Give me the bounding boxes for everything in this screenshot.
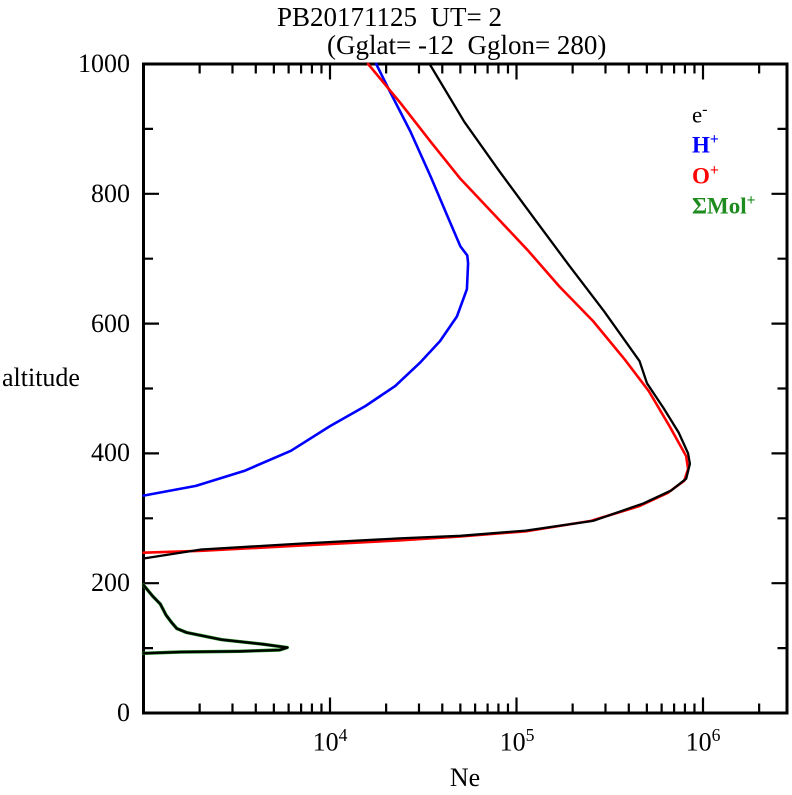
x-tick-label-1e6: 106 xyxy=(685,725,721,757)
x-tick-label-1e4: 104 xyxy=(312,725,348,757)
legend-item-o-plus: O+ xyxy=(692,162,719,189)
y-tick-label-400: 400 xyxy=(91,438,130,467)
y-tick-label-0: 0 xyxy=(117,698,130,727)
plot-frame xyxy=(142,62,789,715)
legend-item-mol-plus: ΣMol+ xyxy=(692,192,756,219)
legend-item-electron: e- xyxy=(692,101,708,128)
curve-e-seg0 xyxy=(142,62,692,560)
y-tick-label-200: 200 xyxy=(91,568,130,597)
chart-title: PB20171125 UT= 2 xyxy=(277,2,502,32)
legend-item-h-plus: H+ xyxy=(692,131,719,158)
y-tick-label-600: 600 xyxy=(91,309,130,338)
curve-o xyxy=(142,62,690,555)
y-tick-label-1000: 1000 xyxy=(78,49,130,78)
x-tick-label-1e5: 105 xyxy=(499,725,535,757)
y-axis-label: altitude xyxy=(2,363,80,392)
curve-h xyxy=(142,62,470,497)
axis-ticks xyxy=(145,62,786,715)
curve-e-seg1 xyxy=(142,583,289,655)
curve-mol xyxy=(141,583,289,655)
chart-subtitle: (Gglat= -12 Gglon= 280) xyxy=(327,30,607,60)
y-tick-label-800: 800 xyxy=(91,179,130,208)
x-axis-label: Ne xyxy=(449,763,481,792)
